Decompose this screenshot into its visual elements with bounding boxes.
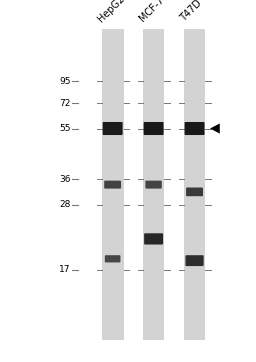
- FancyBboxPatch shape: [185, 255, 204, 266]
- FancyBboxPatch shape: [103, 122, 123, 135]
- Bar: [102, 29, 124, 340]
- FancyBboxPatch shape: [104, 181, 121, 189]
- FancyBboxPatch shape: [144, 122, 164, 135]
- Bar: [184, 29, 205, 340]
- Bar: [143, 29, 164, 340]
- Text: T47D: T47D: [178, 0, 203, 24]
- FancyBboxPatch shape: [185, 122, 205, 135]
- Text: 55: 55: [59, 124, 70, 133]
- FancyBboxPatch shape: [144, 233, 163, 245]
- FancyBboxPatch shape: [186, 188, 203, 196]
- Polygon shape: [210, 123, 220, 134]
- Text: 72: 72: [59, 99, 70, 108]
- Text: 28: 28: [59, 200, 70, 209]
- FancyBboxPatch shape: [105, 255, 120, 262]
- Text: 36: 36: [59, 175, 70, 184]
- Text: HepG2: HepG2: [96, 0, 127, 24]
- Text: 17: 17: [59, 265, 70, 274]
- Text: MCF-7: MCF-7: [137, 0, 166, 24]
- Text: 95: 95: [59, 77, 70, 86]
- FancyBboxPatch shape: [145, 181, 162, 189]
